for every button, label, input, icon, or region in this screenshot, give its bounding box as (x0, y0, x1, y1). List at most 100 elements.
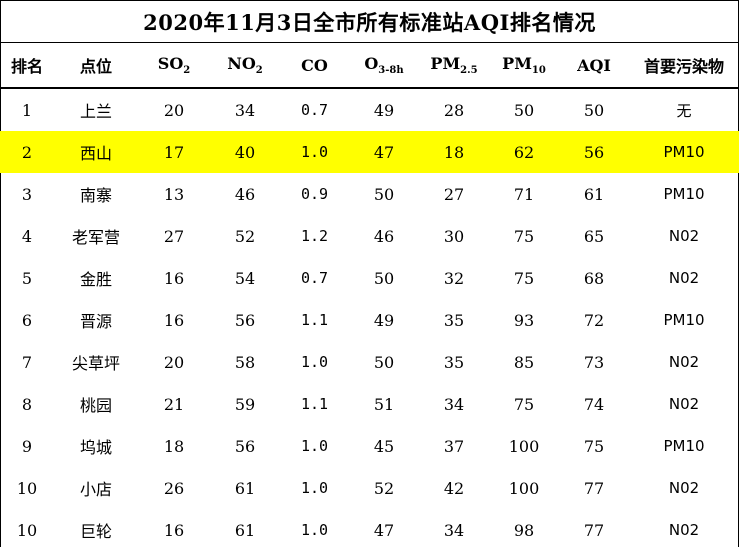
cell-o3: 50 (373, 268, 395, 288)
cell-aqi: 77 (583, 520, 605, 540)
cell-primary-pollutant: N02 (668, 479, 700, 497)
cell-o3: 49 (373, 310, 395, 330)
cell-co: 1.1 (300, 395, 329, 413)
table-row: 5 金胜 16 54 0.7 50 32 75 68 N02 (0, 257, 739, 299)
cell-no2: 56 (234, 436, 256, 456)
table-row: 1 上兰 20 34 0.7 49 28 50 50 无 (0, 88, 739, 131)
cell-site: 小店 (79, 480, 112, 499)
col-header-aqi: AQI (559, 43, 629, 89)
table-row: 10 巨轮 16 61 1.0 47 34 98 77 N02 (0, 509, 739, 551)
cell-pm25: 18 (419, 131, 489, 173)
cell-primary-pollutant: PM10 (663, 437, 705, 455)
table-body: 1 上兰 20 34 0.7 49 28 50 50 无 2 西山 17 40 1.0 47 18 62 56 PM1… (0, 88, 739, 551)
cell-co: 1.0 (300, 479, 329, 497)
col-header-no2: NO2 (210, 43, 280, 89)
cell-site: 金胜 (79, 270, 112, 289)
pm25-sub: 2.5 (460, 65, 478, 77)
cell-rank: 10 (16, 478, 38, 498)
cell-co: 1.0 (280, 131, 349, 173)
cell-co: 0.7 (300, 101, 329, 119)
col-header-co: CO (280, 43, 349, 89)
cell-o3: 49 (373, 100, 395, 120)
cell-o3: 51 (373, 394, 395, 414)
table-row: 2 西山 17 40 1.0 47 18 62 56 PM10 (0, 131, 739, 173)
cell-rank: 10 (16, 520, 38, 540)
cell-pm25: 30 (443, 226, 465, 246)
cell-pm25: 28 (443, 100, 465, 120)
left-border (0, 43, 1, 547)
table-row: 7 尖草坪 20 58 1.0 50 35 85 73 N02 (0, 341, 739, 383)
title-bar: 2020年11月3日全市所有标准站AQI排名情况 (0, 0, 739, 43)
cell-pm10: 93 (513, 310, 535, 330)
cell-rank: 6 (21, 310, 33, 330)
cell-no2: 58 (234, 352, 256, 372)
cell-site: 老军营 (71, 228, 120, 247)
no2-base: NO (227, 53, 256, 73)
o3-base: O (364, 53, 379, 73)
cell-no2: 56 (234, 310, 256, 330)
cell-no2: 34 (234, 100, 256, 120)
cell-no2: 46 (234, 184, 256, 204)
cell-pm25: 34 (443, 394, 465, 414)
cell-so2: 16 (163, 520, 185, 540)
cell-so2: 16 (163, 268, 185, 288)
cell-no2: 61 (234, 478, 256, 498)
cell-aqi: 75 (583, 436, 605, 456)
cell-pm25: 32 (443, 268, 465, 288)
cell-primary-pollutant: N02 (668, 521, 700, 539)
cell-so2: 20 (163, 352, 185, 372)
cell-pm10: 50 (513, 100, 535, 120)
cell-rank: 9 (21, 436, 33, 456)
cell-o3: 52 (373, 478, 395, 498)
header-row: 排名 点位 SO2 NO2 CO O3-8h PM2.5 PM10 AQI 首要… (0, 43, 739, 89)
cell-primary-pollutant: N02 (668, 395, 700, 413)
table-row: 10 小店 26 61 1.0 52 42 100 77 N02 (0, 467, 739, 509)
no2-sub: 2 (255, 65, 263, 77)
cell-o3: 45 (373, 436, 395, 456)
aqi-ranking-table: 排名 点位 SO2 NO2 CO O3-8h PM2.5 PM10 AQI 首要… (0, 43, 739, 551)
cell-no2: 40 (210, 131, 280, 173)
cell-rank: 4 (21, 226, 33, 246)
cell-site: 尖草坪 (71, 354, 120, 373)
cell-rank: 7 (21, 352, 33, 372)
cell-aqi: 65 (583, 226, 605, 246)
cell-pm25: 42 (443, 478, 465, 498)
cell-pm10: 75 (513, 394, 535, 414)
cell-pm10: 75 (513, 268, 535, 288)
cell-rank: 5 (21, 268, 33, 288)
table-row: 3 南寨 13 46 0.9 50 27 71 61 PM10 (0, 173, 739, 215)
cell-pm25: 34 (443, 520, 465, 540)
cell-co: 1.2 (300, 227, 329, 245)
cell-pm25: 27 (443, 184, 465, 204)
cell-so2: 21 (163, 394, 185, 414)
cell-pm10: 100 (508, 478, 540, 498)
cell-aqi: 74 (583, 394, 605, 414)
cell-o3: 47 (373, 520, 395, 540)
cell-co: 0.9 (300, 185, 329, 203)
cell-primary-pollutant: PM10 (663, 311, 705, 329)
o3-sub: 3-8h (378, 65, 404, 77)
table-row: 8 桃园 21 59 1.1 51 34 75 74 N02 (0, 383, 739, 425)
cell-no2: 61 (234, 520, 256, 540)
cell-no2: 52 (234, 226, 256, 246)
cell-o3: 50 (373, 352, 395, 372)
cell-pm10: 71 (513, 184, 535, 204)
cell-site: 上兰 (79, 102, 112, 121)
cell-so2: 17 (138, 131, 210, 173)
cell-no2: 59 (234, 394, 256, 414)
cell-pm25: 35 (443, 310, 465, 330)
cell-rank: 8 (21, 394, 33, 414)
cell-primary-pollutant: N02 (668, 227, 700, 245)
col-header-primary-pollutant: 首要污染物 (629, 43, 739, 89)
col-header-pm10: PM10 (489, 43, 559, 89)
cell-pm10: 62 (489, 131, 559, 173)
table-row: 9 坞城 18 56 1.0 45 37 100 75 PM10 (0, 425, 739, 467)
cell-rank: 1 (21, 100, 33, 120)
cell-o3: 46 (373, 226, 395, 246)
pm10-sub: 10 (531, 65, 546, 77)
so2-sub: 2 (183, 65, 191, 77)
pm10-base: PM (502, 53, 532, 73)
cell-o3: 47 (349, 131, 419, 173)
cell-aqi: 72 (583, 310, 605, 330)
cell-so2: 26 (163, 478, 185, 498)
